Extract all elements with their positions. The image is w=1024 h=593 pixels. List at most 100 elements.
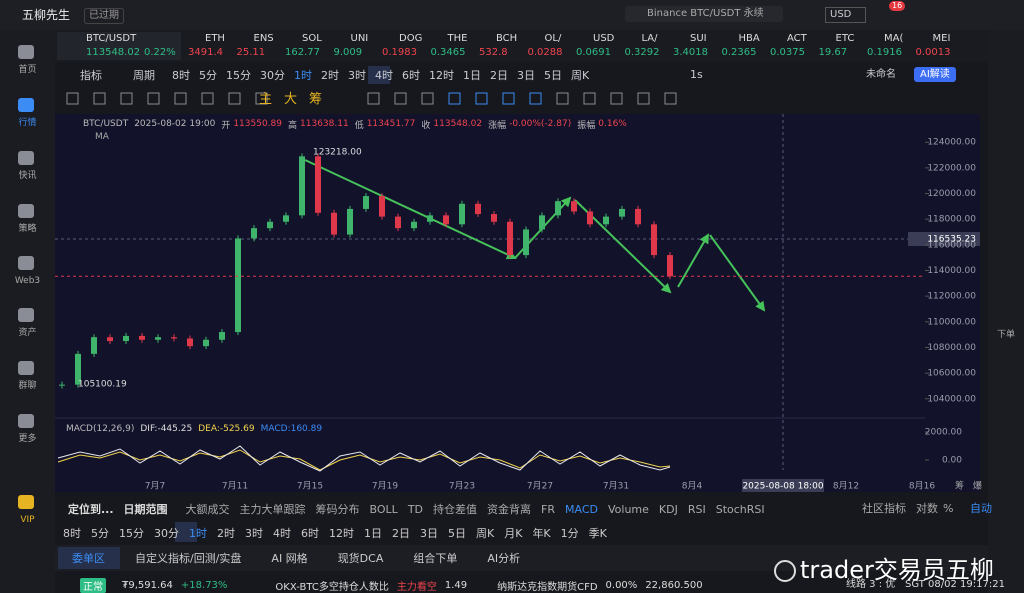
indicator-item[interactable]: KDJ: [658, 502, 678, 516]
tool-icon[interactable]: [529, 92, 542, 105]
indicator-item[interactable]: Volume: [608, 502, 649, 516]
ticker-name[interactable]: MA(: [884, 33, 904, 44]
scale-option[interactable]: %: [943, 502, 954, 515]
scale-option[interactable]: 对数: [916, 502, 938, 515]
period-button[interactable]: 15分: [226, 69, 251, 82]
period-button[interactable]: 2时: [217, 527, 235, 540]
toolbar-button[interactable]: 周期: [133, 69, 155, 82]
sidebar-item[interactable]: 策略: [18, 224, 37, 234]
period-button[interactable]: 季K: [588, 527, 607, 540]
tool-icon[interactable]: [664, 92, 677, 105]
indicator-item[interactable]: RSI: [687, 502, 706, 516]
period-button[interactable]: 3日: [420, 527, 438, 540]
ticker-name[interactable]: USD: [593, 33, 615, 44]
bottom-tab[interactable]: AI分析: [487, 552, 521, 565]
draw-tool[interactable]: 大: [284, 92, 298, 107]
range-button[interactable]: 日期范围: [123, 503, 168, 516]
bottom-tab[interactable]: 委单区: [72, 552, 105, 565]
ticker-name[interactable]: LA/: [641, 33, 658, 44]
tool-icon[interactable]: [583, 92, 596, 105]
search-box[interactable]: Binance BTC/USDT 永续: [625, 6, 783, 22]
tool-icon[interactable]: [228, 92, 241, 105]
period-button[interactable]: 8时: [63, 527, 81, 540]
tool-icon[interactable]: [637, 92, 650, 105]
ticker-name[interactable]: THE: [447, 33, 468, 44]
indicator-item[interactable]: BOLL: [369, 502, 398, 516]
ai-label[interactable]: AI解读: [920, 69, 950, 80]
indicator-item[interactable]: FR: [541, 502, 556, 516]
indicator-item[interactable]: 主力大单跟踪: [239, 503, 306, 516]
currency-select[interactable]: USD: [825, 7, 867, 23]
period-button[interactable]: 3日: [517, 69, 535, 82]
period-button[interactable]: 1日: [463, 69, 481, 82]
axis-icon[interactable]: 爆: [973, 480, 982, 492]
indicator-item[interactable]: StochRSI: [715, 502, 765, 516]
ticker-name[interactable]: MEI: [932, 33, 951, 44]
period-button[interactable]: 2日: [392, 527, 410, 540]
bottom-tab[interactable]: AI 网格: [271, 552, 308, 565]
sidebar-item[interactable]: 更多: [18, 434, 37, 444]
axis-icon[interactable]: 筹: [955, 480, 964, 492]
active-toolbar-period[interactable]: [368, 66, 390, 84]
period-button[interactable]: 3时: [348, 69, 366, 82]
bottom-tab[interactable]: 现货DCA: [337, 552, 384, 565]
period-button[interactable]: 5日: [448, 527, 466, 540]
right-sidebar-item[interactable]: 下单: [996, 330, 1015, 340]
indicator-item[interactable]: MACD: [565, 502, 598, 516]
tool-icon[interactable]: [502, 92, 515, 105]
period-button[interactable]: 1分: [560, 527, 579, 540]
ai-button[interactable]: [914, 67, 956, 82]
period-button[interactable]: 年K: [532, 527, 551, 540]
sidebar-item[interactable]: 资产: [18, 328, 37, 338]
indicator-item[interactable]: 资金背离: [487, 503, 532, 516]
period-button[interactable]: 2时: [321, 69, 339, 82]
ticker-name[interactable]: SUI: [690, 33, 707, 44]
tool-icon[interactable]: [255, 92, 268, 105]
tool-icon[interactable]: [610, 92, 623, 105]
bottom-tab[interactable]: 自定义指标/回测/实盘: [135, 552, 242, 565]
sidebar-item[interactable]: VIP: [20, 515, 35, 525]
indicator-item[interactable]: 持仓差值: [433, 503, 478, 516]
period-button[interactable]: 30分: [260, 69, 285, 82]
period-button[interactable]: 1时: [294, 69, 312, 82]
period-button[interactable]: 5日: [544, 69, 562, 82]
sidebar-item[interactable]: Web3: [14, 276, 41, 286]
sidebar-item[interactable]: 群聊: [18, 381, 37, 391]
ticker-name[interactable]: ACT: [787, 33, 807, 44]
period-button[interactable]: 2日: [490, 69, 508, 82]
tool-icon[interactable]: [201, 92, 214, 105]
period-button[interactable]: 4时: [273, 527, 291, 540]
tool-icon[interactable]: [147, 92, 160, 105]
indicator-item[interactable]: TD: [407, 502, 424, 516]
period-button[interactable]: 30分: [154, 527, 179, 540]
scale-option[interactable]: 自动: [970, 502, 992, 515]
layout-name[interactable]: 未命名: [866, 69, 896, 80]
ticker-name[interactable]: BCH: [496, 33, 518, 44]
tool-icon[interactable]: [367, 92, 380, 105]
ticker-name[interactable]: OL/: [544, 33, 562, 44]
toolbar-button[interactable]: 指标: [80, 69, 102, 82]
period-button[interactable]: 15分: [119, 527, 144, 540]
period-button[interactable]: 12时: [329, 527, 354, 540]
period-button[interactable]: 1日: [364, 527, 382, 540]
period-button[interactable]: 3时: [245, 527, 263, 540]
ticker-name[interactable]: DOG: [399, 33, 423, 44]
community-indicator[interactable]: 社区指标: [862, 502, 906, 515]
tool-icon[interactable]: [556, 92, 569, 105]
tool-icon[interactable]: [421, 92, 434, 105]
ticker-name[interactable]: BTC/USDT: [86, 33, 137, 44]
tool-icon[interactable]: [120, 92, 133, 105]
period-button[interactable]: 5分: [91, 527, 109, 540]
draw-tool[interactable]: 主: [259, 92, 273, 107]
period-button[interactable]: 1时: [189, 527, 207, 540]
period-button[interactable]: 4时: [375, 69, 393, 82]
ticker-name[interactable]: HBA: [738, 33, 760, 44]
period-button[interactable]: 8时: [172, 69, 190, 82]
locate-button[interactable]: 定位到...: [68, 503, 114, 516]
ticker-name[interactable]: ENS: [253, 33, 274, 44]
period-button[interactable]: 6时: [301, 527, 319, 540]
active-bottom-tab[interactable]: [58, 547, 120, 569]
tool-icon[interactable]: [394, 92, 407, 105]
tool-icon[interactable]: [66, 92, 79, 105]
bottom-tab[interactable]: 组合下单: [413, 552, 458, 565]
